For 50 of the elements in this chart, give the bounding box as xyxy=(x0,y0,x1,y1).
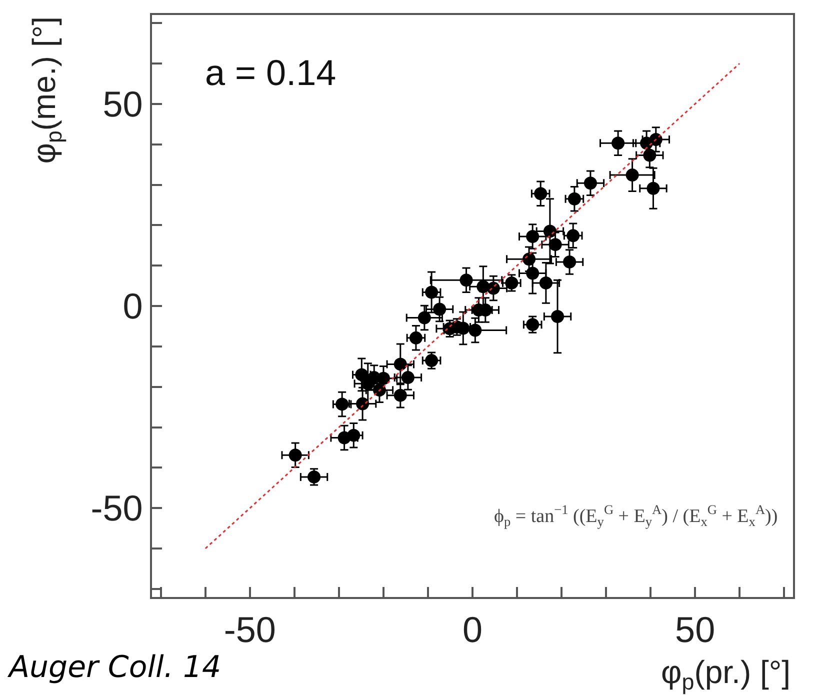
point xyxy=(584,176,597,190)
point xyxy=(612,136,625,150)
point xyxy=(409,331,422,344)
point xyxy=(308,470,321,484)
point xyxy=(476,280,490,294)
point xyxy=(425,354,438,368)
point xyxy=(394,358,407,371)
text: Auger Coll. 14 xyxy=(7,650,222,685)
point xyxy=(566,229,580,242)
point xyxy=(460,274,473,287)
point xyxy=(394,388,407,402)
point xyxy=(433,302,446,316)
point xyxy=(401,371,414,384)
point xyxy=(486,282,500,295)
point xyxy=(526,266,540,280)
point xyxy=(526,230,540,243)
point xyxy=(468,324,482,337)
point xyxy=(418,311,431,324)
point xyxy=(336,398,349,411)
point xyxy=(568,192,581,206)
x-axis-title: φ$_{p}$(pr.) [°] xyxy=(661,654,791,695)
point xyxy=(649,132,662,146)
point xyxy=(425,286,438,299)
text: ϕ$_{p}$ = tan$^{−1}$ ((E$_{y}$$^{G}$ + E$_{y}$$^{A}$) / (E$_{x}$$^{G}$ + E$_{x}$$^{A}$)) xyxy=(494,502,778,529)
point xyxy=(643,148,656,162)
point xyxy=(505,276,518,290)
point xyxy=(543,224,556,238)
point xyxy=(376,372,390,385)
point xyxy=(548,238,562,252)
point xyxy=(551,310,564,324)
point xyxy=(534,187,548,200)
point xyxy=(526,318,540,332)
point xyxy=(539,276,552,290)
point xyxy=(626,168,639,182)
x-tick-label: 0 xyxy=(462,609,483,650)
point xyxy=(372,384,386,397)
y-tick-label: -50 xyxy=(90,488,143,529)
y-tick-label: 50 xyxy=(102,84,143,125)
point xyxy=(522,252,536,266)
point xyxy=(456,322,470,335)
annotation: a = 0.14 xyxy=(205,52,336,93)
point xyxy=(355,368,368,382)
point xyxy=(646,182,660,195)
x-tick-label: -50 xyxy=(224,609,276,650)
point xyxy=(563,255,576,268)
y-tick-label: 0 xyxy=(122,286,143,327)
point xyxy=(356,397,370,410)
point xyxy=(288,448,302,462)
x-tick-label: 50 xyxy=(675,609,716,650)
point xyxy=(347,428,360,442)
